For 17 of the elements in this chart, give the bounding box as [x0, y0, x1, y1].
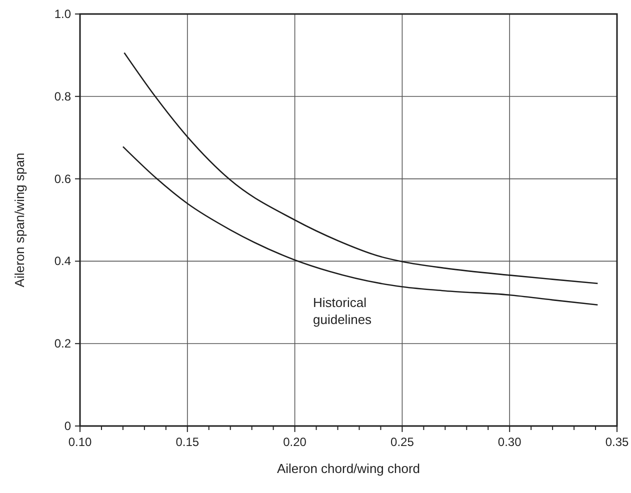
line-series	[124, 52, 598, 284]
x-axis-title: Aileron chord/wing chord	[276, 461, 420, 476]
y-tick-label: 0.2	[54, 336, 72, 351]
annotation: Historical guidelines	[313, 295, 372, 327]
y-axis-title: Aileron span/wing span	[12, 152, 27, 288]
y-tick-label: 0	[64, 419, 72, 433]
x-tick-label: 0.15	[176, 435, 200, 449]
y-tick-label: 0.8	[54, 89, 72, 104]
x-tick-label: 0.25	[390, 435, 414, 449]
text: 0.10	[68, 435, 92, 449]
x-tick-label: 0.20	[283, 435, 307, 449]
y-tick-label: 1.0	[54, 7, 72, 21]
x-tick-label: 0.35	[605, 435, 629, 449]
y-tick-label: 0.6	[54, 172, 72, 186]
y-tick-label: 0.4	[54, 254, 72, 268]
line-series	[122, 146, 598, 306]
x-tick-label: 0.30	[498, 435, 522, 449]
